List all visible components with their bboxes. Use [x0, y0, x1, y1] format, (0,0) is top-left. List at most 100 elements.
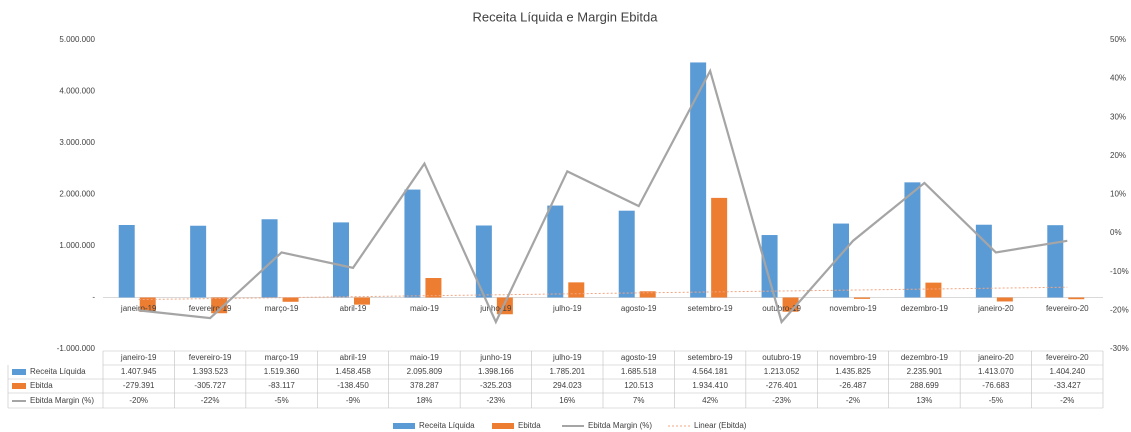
bar [925, 282, 942, 298]
y2-tick-label: 40% [1110, 74, 1126, 83]
x-tick-label: maio-19 [410, 304, 439, 313]
bar [639, 291, 656, 298]
legend-key [492, 423, 514, 429]
bar [568, 282, 585, 298]
table-header: fevereiro-19 [189, 353, 232, 362]
bar [354, 297, 370, 305]
table-cell: -26.487 [839, 381, 867, 390]
bar [547, 205, 564, 298]
bar [425, 278, 442, 298]
table-header: fevereiro-20 [1046, 353, 1089, 362]
bar [761, 235, 778, 298]
table-cell: 120.513 [624, 381, 653, 390]
x-tick-label: fevereiro-20 [1046, 304, 1089, 313]
y2-tick-label: 0% [1110, 228, 1122, 237]
x-tick-label: março-19 [265, 304, 299, 313]
table-cell: -276.401 [766, 381, 798, 390]
bar [261, 219, 278, 298]
table-header: novembro-19 [829, 353, 877, 362]
x-tick-label: dezembro-19 [901, 304, 949, 313]
x-tick-label: agosto-19 [621, 304, 657, 313]
table-cell: -2% [1060, 396, 1074, 405]
table-cell: 1.413.070 [978, 367, 1014, 376]
table-cell: 4.564.181 [692, 367, 728, 376]
y2-tick-label: 20% [1110, 151, 1126, 160]
table-cell: 378.287 [410, 381, 439, 390]
y2-tick-label: 30% [1110, 112, 1126, 121]
table-cell: 288.699 [910, 381, 939, 390]
table-cell: 1.404.240 [1049, 367, 1085, 376]
bar [404, 189, 421, 298]
table-cell: -5% [989, 396, 1003, 405]
table-header: janeiro-20 [977, 353, 1014, 362]
table-cell: -83.117 [268, 381, 295, 390]
bar [282, 297, 299, 302]
bar [333, 222, 349, 298]
bar [139, 297, 156, 312]
table-row-label: Ebitda Margin (%) [30, 396, 94, 405]
table-cell: 1.685.518 [621, 367, 657, 376]
bar [996, 297, 1013, 302]
table-cell: 1.458.458 [335, 367, 371, 376]
bar [854, 297, 870, 299]
y-tick-label: 5.000.000 [59, 35, 95, 44]
bar [690, 62, 707, 298]
table-cell: -33.427 [1054, 381, 1082, 390]
table-cell: 42% [702, 396, 718, 405]
y2-tick-label: -20% [1110, 305, 1129, 314]
y2-tick-label: -10% [1110, 267, 1129, 276]
bar [618, 210, 635, 298]
x-tick-label: janeiro-20 [977, 304, 1014, 313]
table-header: março-19 [265, 353, 299, 362]
trendline [138, 286, 1068, 301]
table-cell: 1.934.410 [692, 381, 728, 390]
table-cell: -279.391 [123, 381, 155, 390]
table-cell: 1.407.945 [121, 367, 157, 376]
y-tick-label: 4.000.000 [59, 87, 95, 96]
y-tick-label: 3.000.000 [59, 138, 95, 147]
y2-tick-label: 10% [1110, 190, 1126, 199]
legend-key [393, 423, 415, 429]
bar [1068, 297, 1085, 300]
table-header: janeiro-19 [120, 353, 157, 362]
table-cell: 1.393.523 [192, 367, 228, 376]
y-tick-label: 2.000.000 [59, 190, 95, 199]
table-cell: -325.203 [480, 381, 512, 390]
line-series [138, 67, 1068, 325]
chart-title: Receita Líquida e Margin Ebitda [472, 9, 658, 24]
table-cell: 1.398.166 [478, 367, 514, 376]
table-cell: 2.095.809 [407, 367, 443, 376]
table-cell: 2.235.901 [907, 367, 943, 376]
table-cell: -23% [487, 396, 506, 405]
bar [190, 225, 207, 298]
table-header: outubro-19 [762, 353, 801, 362]
table-header: dezembro-19 [901, 353, 949, 362]
table-cell: -138.450 [337, 381, 369, 390]
x-tick-label: janeiro-19 [120, 304, 157, 313]
table-key [12, 383, 26, 389]
table-cell: 1.785.201 [549, 367, 585, 376]
y2-tick-label: -30% [1110, 344, 1129, 353]
x-tick-label: junho-19 [479, 304, 512, 313]
table-cell: -2% [846, 396, 860, 405]
table-cell: -5% [274, 396, 288, 405]
bar [475, 225, 492, 298]
bar [975, 224, 992, 298]
table-cell: -305.727 [194, 381, 226, 390]
table-cell: -22% [201, 396, 220, 405]
table-header: julho-19 [552, 353, 582, 362]
x-tick-label: outubro-19 [762, 304, 801, 313]
x-tick-label: abril-19 [340, 304, 367, 313]
bar [904, 182, 921, 298]
bar [833, 223, 849, 298]
x-tick-label: fevereiro-19 [189, 304, 232, 313]
y-tick-label: -1.000.000 [57, 344, 96, 353]
legend-label: Ebitda [518, 421, 541, 430]
bar [118, 224, 135, 298]
table-cell: 18% [416, 396, 432, 405]
table-key [12, 369, 26, 375]
table-cell: 1.435.825 [835, 367, 871, 376]
legend-label: Linear (Ebitda) [694, 421, 747, 430]
